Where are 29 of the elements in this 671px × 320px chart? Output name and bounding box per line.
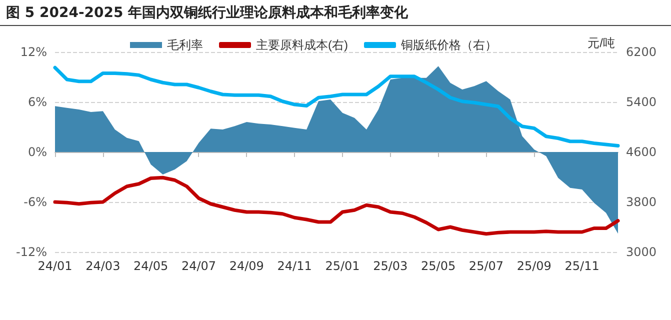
y2-axis-title: 元/吨 bbox=[588, 36, 616, 50]
line-series bbox=[53, 176, 620, 236]
y-tick-label: 6% bbox=[28, 95, 47, 109]
legend-label: 铜版纸价格（右） bbox=[400, 38, 497, 52]
x-tick-label: 25/05 bbox=[421, 259, 456, 273]
y2-tick-label: 6200 bbox=[626, 45, 657, 59]
y-tick-label: 0% bbox=[28, 145, 47, 159]
y2-tick-label: 3000 bbox=[626, 245, 657, 259]
chart-title: 图 5 2024-2025 年国内双铜纸行业理论原料成本和毛利率变化 bbox=[6, 4, 408, 22]
y-tick-label: 12% bbox=[20, 45, 47, 59]
x-tick-label: 25/11 bbox=[564, 259, 600, 273]
x-tick-label: 24/11 bbox=[277, 259, 312, 273]
x-tick-label: 25/03 bbox=[373, 259, 408, 273]
x-tick-label: 25/01 bbox=[325, 259, 360, 273]
y2-tick-label: 4600 bbox=[626, 145, 657, 159]
x-tick-label: 24/05 bbox=[134, 259, 168, 273]
legend-label: 毛利率 bbox=[167, 38, 203, 52]
x-tick-label: 24/03 bbox=[86, 259, 120, 273]
line-series bbox=[53, 66, 620, 148]
y-tick-label: -6% bbox=[24, 195, 47, 209]
y-tick-label: -12% bbox=[16, 245, 47, 259]
legend-label: 主要原料成本(右) bbox=[256, 38, 348, 52]
x-tick-label: 24/07 bbox=[181, 259, 216, 273]
y2-tick-label: 3800 bbox=[626, 195, 657, 209]
x-tick-label: 25/09 bbox=[516, 259, 552, 273]
x-tick-label: 24/01 bbox=[38, 259, 72, 273]
x-tick-label: 24/09 bbox=[229, 259, 264, 273]
y2-tick-label: 5400 bbox=[626, 95, 657, 109]
x-tick-label: 25/07 bbox=[468, 259, 504, 273]
